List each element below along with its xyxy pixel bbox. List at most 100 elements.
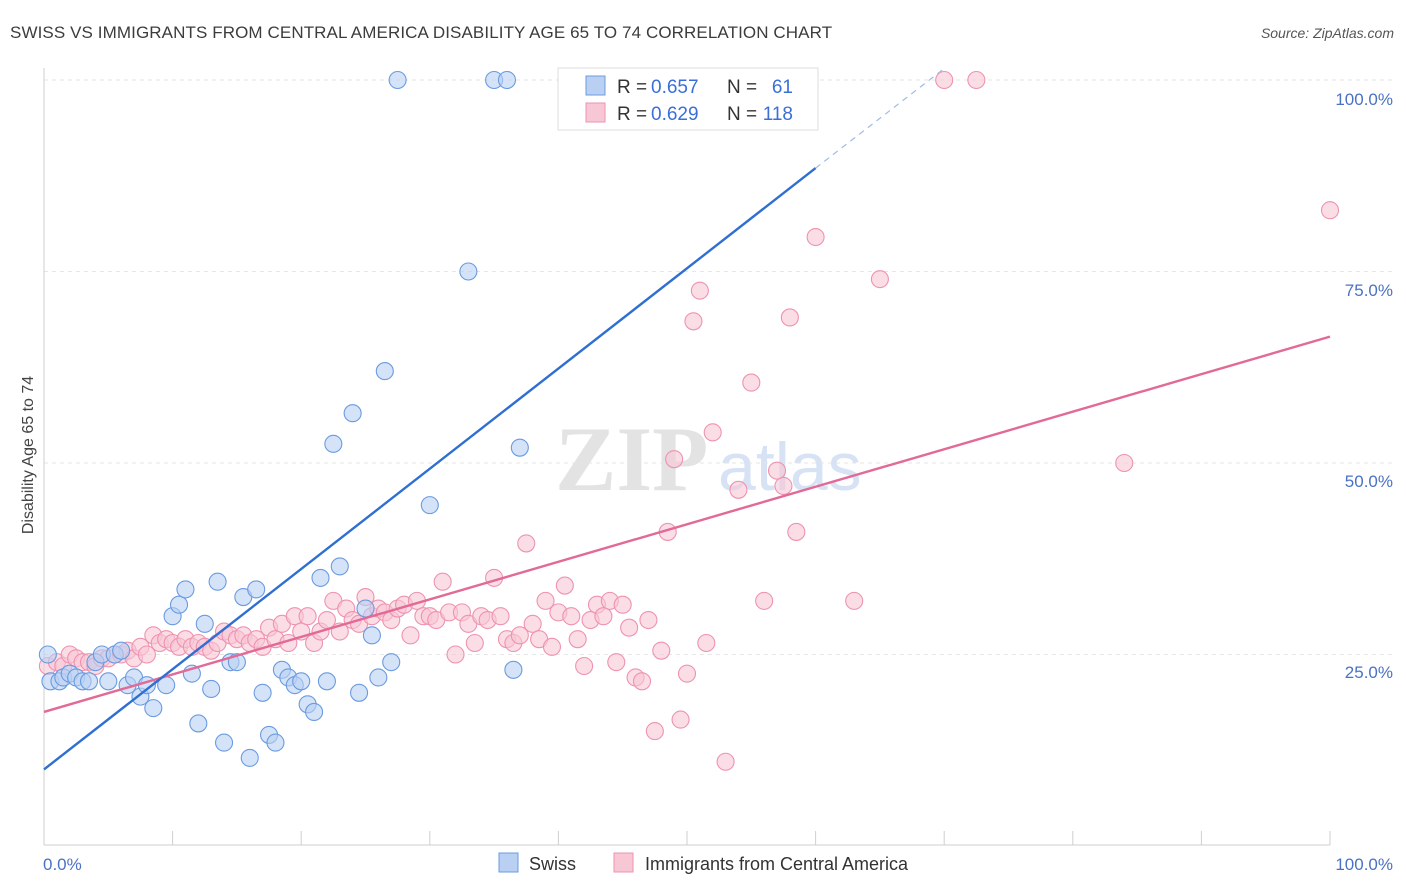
trend-line-immigrants <box>43 335 1331 714</box>
immigrants-point-104 <box>716 752 735 771</box>
y-tick-label-50: 50.0% <box>1345 472 1393 491</box>
immigrants-point-102 <box>697 633 716 653</box>
swiss-point-7 <box>79 672 99 691</box>
swiss-point-23 <box>189 714 208 733</box>
watermark-zip: ZIP <box>555 408 708 510</box>
legend-n-value-swiss: 61 <box>772 77 793 98</box>
swiss-point-48 <box>356 599 375 618</box>
swiss-point-57 <box>497 70 517 90</box>
immigrants-point-82 <box>568 630 587 649</box>
immigrants-point-106 <box>742 373 761 392</box>
series-legend: Swiss Immigrants from Central America <box>498 852 909 874</box>
immigrants-point-99 <box>677 664 697 683</box>
bottom-legend-label-swiss: Swiss <box>529 854 576 874</box>
immigrants-point-56 <box>401 626 420 645</box>
immigrants-point-115 <box>935 70 954 90</box>
immigrants-point-90 <box>620 618 639 637</box>
immigrants-point-117 <box>1115 453 1134 473</box>
immigrants-point-89 <box>613 595 632 614</box>
swiss-point-32 <box>247 580 266 599</box>
immigrants-point-73 <box>510 626 529 645</box>
swiss-point-24 <box>195 614 214 633</box>
swiss-point-26 <box>208 572 227 591</box>
y-tick-label-75: 75.0% <box>1345 281 1393 300</box>
bottom-legend-swatch-swiss <box>498 852 519 873</box>
immigrants-point-109 <box>774 476 793 496</box>
immigrants-point-116 <box>967 70 986 90</box>
immigrants-point-101 <box>690 281 709 300</box>
swiss-point-54 <box>420 496 439 515</box>
swiss-point-50 <box>369 668 388 687</box>
immigrants-point-110 <box>780 308 799 327</box>
x-tick-label-0: 0.0% <box>43 855 82 874</box>
swiss-point-47 <box>350 683 369 702</box>
bottom-legend-label-immigrants: Immigrants from Central America <box>645 854 909 874</box>
immigrants-point-98 <box>671 710 690 729</box>
swiss-point-42 <box>311 568 330 587</box>
swiss-point-46 <box>343 404 362 423</box>
immigrants-point-15 <box>137 645 156 664</box>
chart-source: Source: ZipAtlas.com <box>1260 25 1394 41</box>
legend-r-value-swiss: 0.657 <box>651 77 699 98</box>
immigrants-point-107 <box>755 591 774 610</box>
legend-swatch-swiss <box>585 75 606 96</box>
immigrants-point-40 <box>298 607 317 626</box>
legend-r-label-swiss: R = <box>617 77 647 98</box>
chart-title: SWISS VS IMMIGRANTS FROM CENTRAL AMERICA… <box>10 23 833 42</box>
immigrants-point-83 <box>575 656 594 676</box>
immigrants-point-78 <box>542 637 562 656</box>
swiss-point-20 <box>169 595 189 614</box>
immigrants-point-88 <box>607 653 626 672</box>
swiss-point-12 <box>112 641 131 660</box>
trend-lines <box>43 68 1331 771</box>
swiss-point-39 <box>292 672 311 691</box>
swiss-point-41 <box>305 702 324 722</box>
legend-r-label-immigrants: R = <box>617 104 647 125</box>
immigrants-point-70 <box>491 607 510 626</box>
legend-swatch-immigrants <box>585 102 606 123</box>
immigrants-point-100 <box>684 312 703 331</box>
trend-line-swiss <box>43 167 817 771</box>
swiss-point-58 <box>510 438 529 457</box>
immigrants-point-103 <box>703 423 722 442</box>
legend-r-value-immigrants: 0.629 <box>651 104 699 125</box>
axes <box>43 68 1331 846</box>
immigrants-point-93 <box>639 610 658 630</box>
swiss-point-49 <box>362 626 381 645</box>
immigrants-point-80 <box>555 576 574 595</box>
legend-n-label-immigrants: N = <box>727 104 757 125</box>
immigrants-point-75 <box>523 614 542 633</box>
immigrants-point-105 <box>729 480 748 499</box>
immigrants-point-112 <box>806 227 825 247</box>
swiss-point-44 <box>324 434 343 453</box>
immigrants-point-95 <box>652 641 671 660</box>
immigrants-point-74 <box>517 534 536 553</box>
swiss-point-10 <box>99 672 118 691</box>
immigrants-point-97 <box>665 450 684 469</box>
swiss-point-52 <box>382 653 401 672</box>
immigrants-point-113 <box>845 591 864 610</box>
swiss-point-31 <box>240 748 259 767</box>
y-tick-label-25: 25.0% <box>1345 663 1393 682</box>
immigrants-point-86 <box>594 607 613 626</box>
series-swiss-points <box>38 70 748 767</box>
swiss-point-53 <box>388 70 407 90</box>
immigrants-point-81 <box>562 607 581 626</box>
x-tick-label-100: 100.0% <box>1335 855 1393 874</box>
swiss-point-51 <box>375 362 394 381</box>
immigrants-point-114 <box>870 270 889 289</box>
immigrants-point-108 <box>767 461 787 480</box>
immigrants-point-77 <box>536 591 555 610</box>
immigrants-point-61 <box>433 572 452 591</box>
swiss-point-59 <box>504 660 523 679</box>
swiss-point-0 <box>38 645 57 664</box>
trend-line-swiss-extension <box>815 68 945 169</box>
swiss-point-45 <box>330 557 349 576</box>
immigrants-point-92 <box>632 672 652 691</box>
y-tick-label-100: 100.0% <box>1335 90 1393 109</box>
immigrants-point-118 <box>1320 201 1340 220</box>
bottom-legend-swatch-immigrants <box>613 852 634 873</box>
y-axis-label: Disability Age 65 to 74 <box>20 376 37 534</box>
swiss-point-17 <box>144 699 163 718</box>
